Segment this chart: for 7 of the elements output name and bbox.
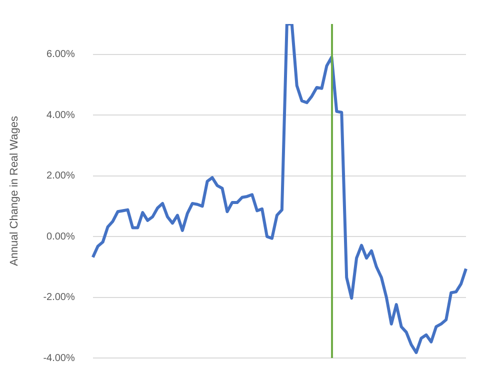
y-tick-label: 2.00% [46,170,75,182]
y-tick-label: 0.00% [46,231,75,242]
y-axis-title: Annual Change in Real Wages [8,115,21,266]
y-tick-label: -2.00% [43,292,75,304]
y-tick-label: 4.00% [46,110,75,121]
y-tick-label: -4.00% [43,352,75,364]
y-tick-label: 6.00% [46,49,75,60]
